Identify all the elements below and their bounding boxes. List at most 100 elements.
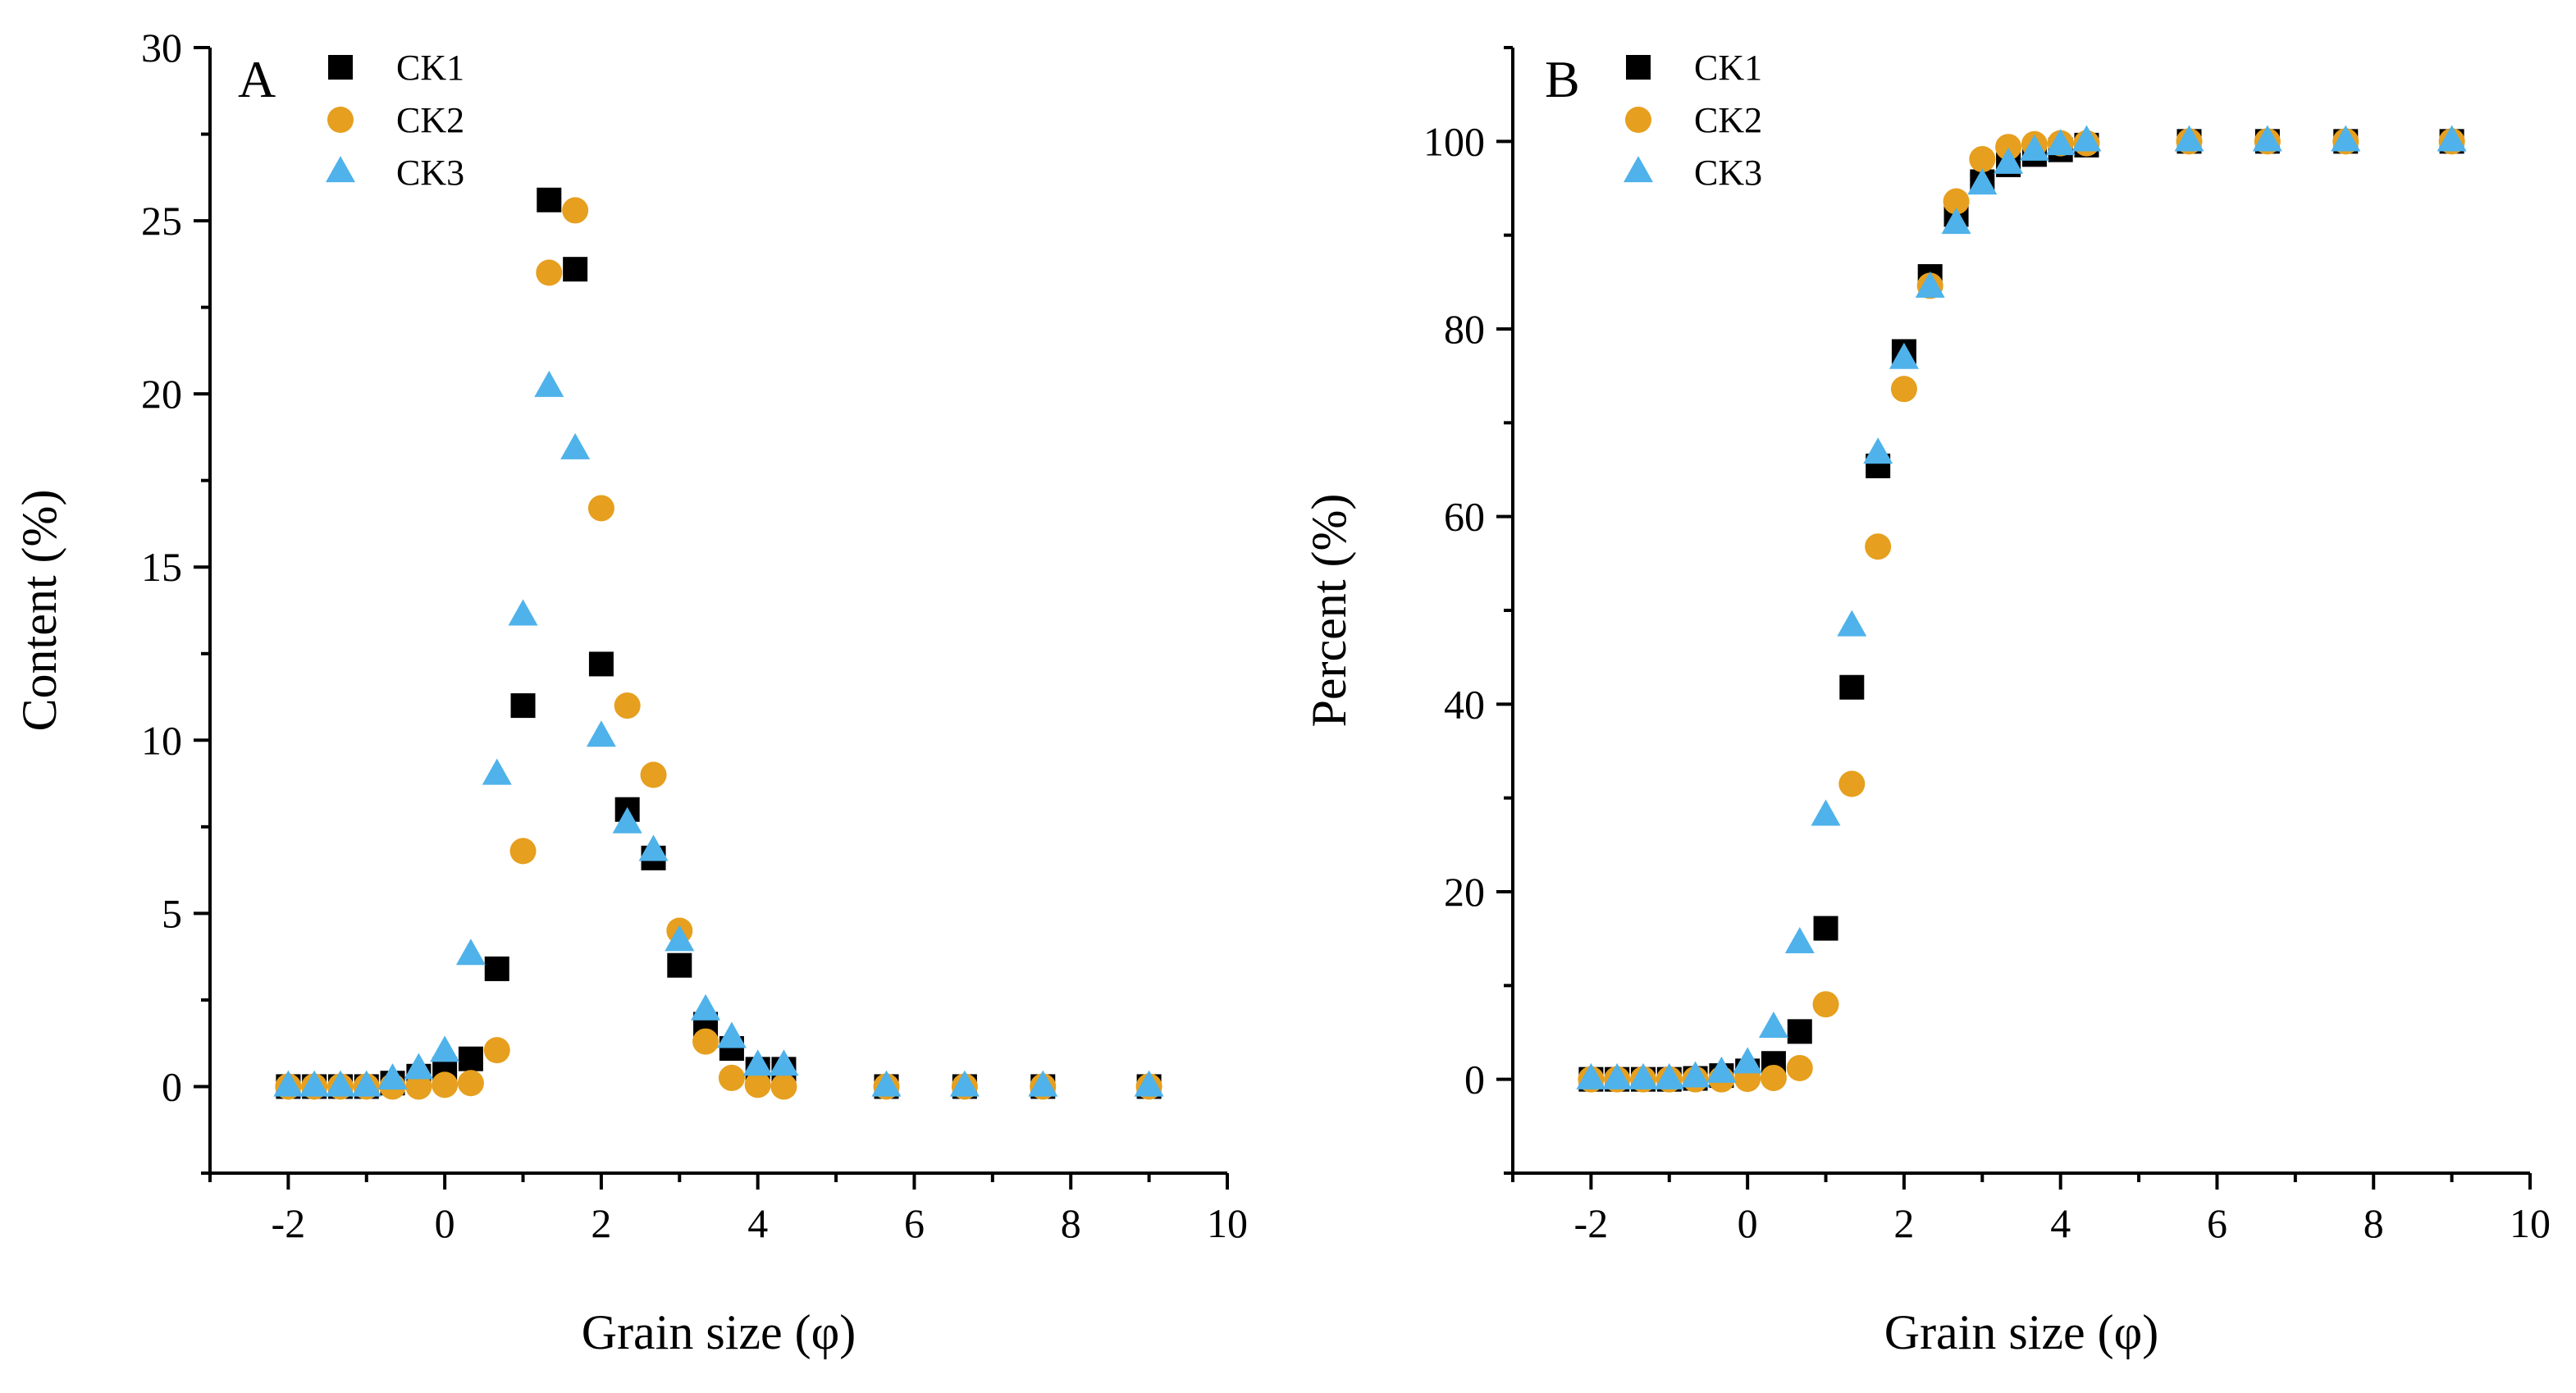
x-tick-label: 8	[1061, 1200, 1081, 1246]
data-point-ck3	[1654, 1062, 1684, 1089]
legend-marker-ck1	[328, 55, 353, 80]
data-point-ck2	[1890, 376, 1917, 403]
data-point-ck3	[273, 1070, 304, 1097]
y-tick-label: 5	[162, 890, 182, 936]
data-point-ck3	[1837, 610, 1867, 637]
data-point-ck3	[1680, 1061, 1710, 1088]
data-point-ck3	[1733, 1047, 1763, 1074]
data-point-ck3	[716, 1021, 747, 1048]
x-tick-label: -2	[272, 1200, 306, 1246]
data-point-ck2	[692, 1028, 719, 1055]
data-point-ck3	[2174, 125, 2204, 152]
data-point-ck3	[1758, 1011, 1788, 1038]
data-point-ck1	[537, 187, 562, 212]
data-point-ck3	[351, 1070, 381, 1097]
data-point-ck2	[1865, 533, 1892, 560]
y-tick-label: 25	[141, 198, 182, 244]
data-point-ck3	[482, 758, 512, 785]
data-point-ck3	[2252, 125, 2282, 152]
x-tick-label: 2	[1893, 1200, 1914, 1246]
x-tick-label: 6	[2207, 1200, 2227, 1246]
data-point-ck3	[1915, 271, 1945, 298]
data-point-ck3	[1784, 927, 1815, 954]
y-tick-label: 0	[1464, 1057, 1485, 1103]
data-point-ck2	[1995, 134, 2022, 161]
series-ck1	[1578, 129, 2464, 1092]
legend-marker-ck2	[327, 107, 354, 133]
legend: CK1 CK2 CK3	[326, 48, 464, 193]
legend-label: CK1	[1694, 48, 1762, 88]
legend: CK1 CK2 CK3	[1624, 48, 1762, 193]
data-point-ck3	[430, 1035, 460, 1062]
data-point-ck1	[1813, 916, 1838, 941]
y-tick-label: 15	[141, 544, 182, 590]
x-tick-label: 10	[1207, 1200, 1248, 1246]
data-point-ck3	[508, 599, 538, 626]
data-point-ck1	[667, 952, 692, 978]
data-point-ck3	[455, 939, 486, 966]
data-point-ck3	[2437, 125, 2467, 152]
data-point-ck3	[326, 1070, 356, 1097]
data-point-ck3	[949, 1070, 980, 1097]
y-tick-label: 10	[141, 717, 182, 763]
series-ck2	[1578, 128, 2465, 1093]
x-tick-label: 0	[1738, 1200, 1758, 1246]
x-tick-label: 4	[2050, 1200, 2071, 1246]
x-tick-label: 8	[2364, 1200, 2384, 1246]
y-tick-label: 30	[141, 25, 182, 71]
data-point-ck1	[458, 1046, 483, 1071]
legend-label: CK1	[396, 48, 464, 88]
data-point-ck1	[588, 651, 614, 677]
data-point-ck3	[638, 834, 669, 861]
legend-label: CK2	[396, 100, 464, 140]
data-point-ck3	[1941, 208, 1971, 235]
legend-marker-ck3	[326, 156, 355, 183]
data-point-ck3	[1134, 1070, 1164, 1097]
legend-label: CK3	[396, 153, 464, 193]
series-ck3	[273, 370, 1164, 1097]
panel-a: -2 0 2 4 6 8 10 0 5 10 15 20 25 30 Grain size (φ) Conte…	[12, 25, 1248, 1359]
data-point-ck2	[1969, 146, 1996, 173]
data-point-ck3	[1863, 437, 1893, 464]
data-point-ck3	[1028, 1070, 1058, 1097]
data-point-ck1	[1787, 1019, 1812, 1044]
data-point-ck3	[665, 925, 695, 952]
legend-marker-ck1	[1626, 55, 1651, 80]
data-point-ck1	[484, 956, 509, 981]
y-tick-label: 0	[162, 1063, 182, 1109]
data-point-ck3	[1576, 1062, 1606, 1089]
data-point-ck2	[1812, 991, 1839, 1018]
data-point-ck3	[1811, 799, 1841, 826]
y-tick-label: 20	[141, 371, 182, 417]
x-axis-label: Grain size (φ)	[1884, 1305, 2158, 1359]
x-tick-label: 10	[2510, 1200, 2551, 1246]
data-point-ck2	[718, 1064, 745, 1091]
data-point-ck3	[1994, 147, 2024, 174]
y-axis-label: Content (%)	[12, 490, 66, 732]
data-point-ck1	[563, 257, 588, 282]
y-tick-label: 60	[1444, 494, 1485, 540]
data-point-ck2	[432, 1071, 459, 1098]
data-point-ck3	[2019, 134, 2049, 161]
data-point-ck3	[871, 1070, 902, 1097]
data-point-ck3	[1706, 1056, 1737, 1083]
data-point-ck2	[405, 1073, 432, 1100]
panel-label: B	[1545, 50, 1580, 108]
data-point-ck3	[586, 720, 616, 747]
data-point-ck2	[1786, 1054, 1813, 1081]
data-point-ck3	[299, 1070, 330, 1097]
data-point-ck3	[534, 370, 564, 397]
data-point-ck3	[691, 993, 721, 1021]
data-point-ck3	[612, 806, 642, 834]
data-point-ck2	[587, 495, 614, 522]
y-axis-label: Percent (%)	[1302, 494, 1356, 728]
data-point-ck3	[2331, 125, 2361, 152]
legend-label: CK3	[1694, 153, 1762, 193]
data-point-ck3	[1602, 1062, 1633, 1089]
data-point-ck2	[614, 692, 641, 719]
data-point-ck3	[1628, 1062, 1659, 1089]
data-point-ck1	[1839, 674, 1865, 700]
data-point-ck3	[2045, 129, 2076, 156]
